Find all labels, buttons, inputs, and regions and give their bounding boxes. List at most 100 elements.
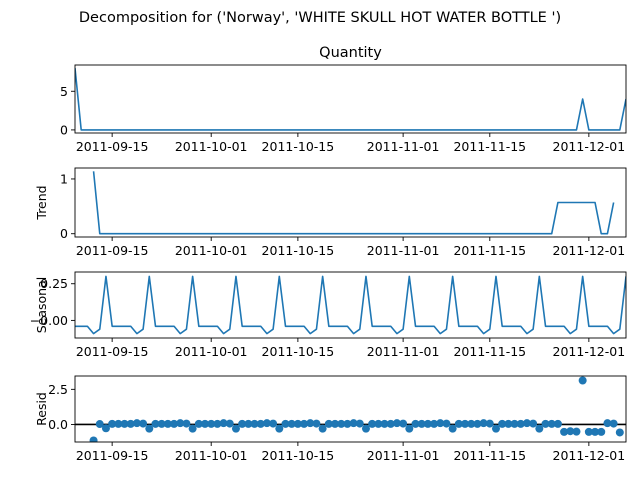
seasonal-plot-area (75, 275, 626, 335)
resid-point (231, 424, 240, 433)
resid-point (312, 419, 321, 428)
resid-point (256, 419, 265, 428)
trend-y-tick-label: 1 (60, 171, 68, 186)
observed-x-tick-label: 2011-09-15 (76, 139, 149, 154)
resid-point (529, 419, 538, 428)
trend-x-tick-label: 2011-12-01 (553, 243, 626, 258)
trend-ylabel: Trend (34, 185, 49, 220)
resid-point (491, 424, 500, 433)
trend-x-tick-label: 2011-09-15 (76, 243, 149, 258)
observed-x-tick-label: 2011-10-01 (175, 139, 248, 154)
resid-point (609, 419, 618, 428)
resid-point (157, 419, 166, 428)
trend-plot-area (92, 171, 615, 235)
resid-x-tick-label: 2011-11-15 (453, 448, 526, 463)
resid-point (145, 424, 154, 433)
resid-point (244, 419, 253, 428)
resid-point (132, 419, 141, 428)
resid-point (318, 424, 327, 433)
resid-point (139, 419, 148, 428)
observed-axes-frame (74, 64, 627, 134)
resid-point (114, 419, 123, 428)
resid-point (485, 419, 494, 428)
resid-point (269, 419, 278, 428)
resid-point (89, 436, 98, 442)
resid-point (194, 419, 203, 428)
resid-point (343, 419, 352, 428)
resid-x-tick-label: 2011-10-15 (262, 448, 335, 463)
resid-point (578, 376, 587, 385)
seasonal-y-tick-label: 0.25 (40, 276, 68, 291)
resid-point (423, 419, 432, 428)
resid-point (163, 419, 172, 428)
resid-point (120, 419, 129, 428)
seasonal-x-tick-label: 2011-10-01 (175, 344, 248, 359)
trend-x-tick-label: 2011-11-15 (453, 243, 526, 258)
resid-point (442, 419, 451, 428)
trend-x-tick-label: 2011-11-01 (367, 243, 440, 258)
resid-point (411, 419, 420, 428)
resid-point (201, 419, 210, 428)
resid-point (386, 419, 395, 428)
resid-point (522, 419, 531, 428)
trend-x-tick-label: 2011-10-01 (175, 243, 248, 258)
seasonal-x-tick-label: 2011-12-01 (553, 344, 626, 359)
resid-point (560, 427, 569, 436)
resid-point (275, 424, 284, 433)
resid-point (151, 419, 160, 428)
resid-point (355, 419, 364, 428)
observed-y-tick-label: 0 (60, 122, 68, 137)
resid-point (566, 427, 575, 436)
resid-point (176, 419, 185, 428)
resid-point (349, 419, 358, 428)
seasonal-x-tick-label: 2011-11-01 (367, 344, 440, 359)
resid-point (281, 419, 290, 428)
resid-point (504, 419, 513, 428)
resid-point (250, 419, 259, 428)
resid-point (461, 419, 470, 428)
resid-point (300, 419, 309, 428)
observed-y-tick-label: 5 (60, 84, 68, 99)
resid-point (337, 419, 346, 428)
seasonal-y-tick-label: −0.00 (30, 313, 68, 328)
resid-ylabel: Resid (34, 392, 49, 426)
resid-point (584, 427, 593, 436)
resid-point (324, 419, 333, 428)
resid-point (541, 419, 550, 428)
resid-x-tick-label: 2011-10-01 (175, 448, 248, 463)
resid-point (479, 419, 488, 428)
observed-x-tick-label: 2011-12-01 (553, 139, 626, 154)
resid-point (188, 424, 197, 433)
resid-point (219, 419, 228, 428)
resid-point (603, 419, 612, 428)
resid-point (615, 428, 624, 437)
seasonal-ylabel: Seasonal (34, 277, 49, 334)
resid-point (597, 427, 606, 436)
observed-series-line (75, 68, 626, 131)
observed-x-tick-label: 2011-11-01 (367, 139, 440, 154)
resid-point (306, 419, 315, 428)
observed-title: Quantity (319, 45, 382, 61)
resid-point (516, 419, 525, 428)
resid-point (448, 424, 457, 433)
resid-point (553, 419, 562, 428)
seasonal-series-line (75, 275, 626, 335)
resid-point (101, 424, 110, 433)
resid-point (467, 419, 476, 428)
resid-point (572, 427, 581, 436)
resid-point (182, 419, 191, 428)
trend-axes-frame (74, 167, 627, 238)
trend-y-tick-label: 0 (60, 226, 68, 241)
observed-x-tick-label: 2011-11-15 (453, 139, 526, 154)
resid-y-tick-label: 2.5 (48, 382, 68, 397)
resid-x-tick-label: 2011-09-15 (76, 448, 149, 463)
resid-point (126, 419, 135, 428)
resid-point (262, 419, 271, 428)
trend-series-line (92, 171, 615, 235)
resid-point (430, 419, 439, 428)
resid-y-tick-label: 0.0 (48, 417, 68, 432)
resid-point (287, 419, 296, 428)
seasonal-x-tick-label: 2011-11-15 (453, 344, 526, 359)
resid-point (225, 419, 234, 428)
